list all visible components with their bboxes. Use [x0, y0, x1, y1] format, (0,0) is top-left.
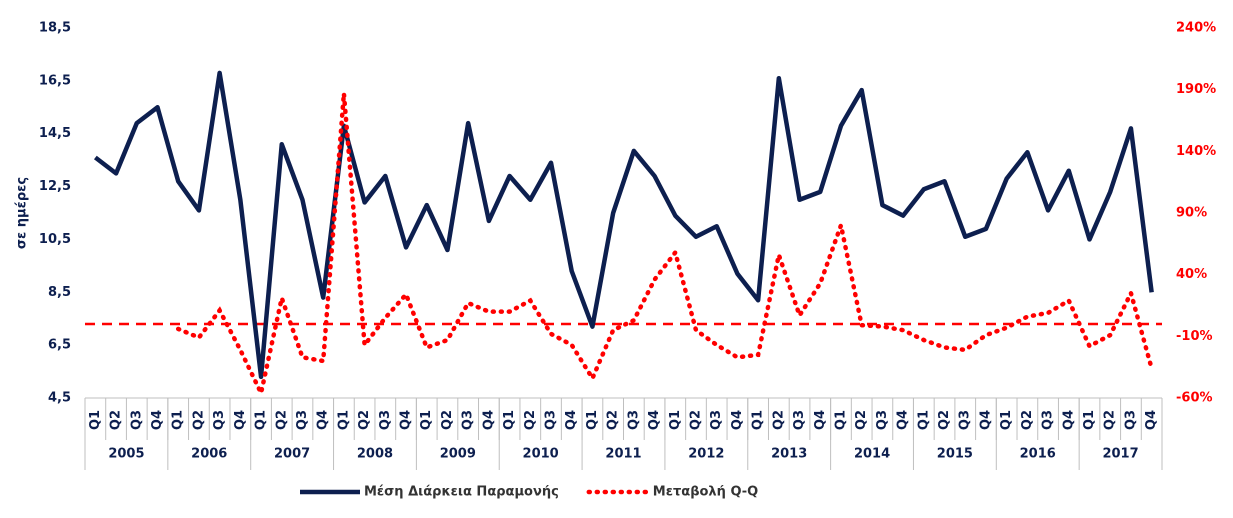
x-tick-label: Q1	[88, 410, 103, 430]
x-tick-label: Q2	[688, 410, 703, 430]
y2-tick-label: -60%	[1176, 391, 1213, 406]
x-tick-label: Q1	[916, 410, 931, 430]
y2-tick-label: 240%	[1176, 21, 1216, 36]
x-tick-label: Q1	[999, 410, 1014, 430]
year-label: 2012	[688, 447, 724, 462]
x-tick-label: Q3	[1123, 410, 1138, 430]
y2-tick-label: -10%	[1176, 329, 1213, 344]
x-tick-label: Q1	[585, 410, 600, 430]
x-tick-label: Q3	[626, 410, 641, 430]
x-tick-label: Q4	[150, 410, 165, 430]
x-tick-label: Q4	[896, 410, 911, 430]
x-tick-label: Q4	[813, 410, 828, 430]
y2-tick-label: 190%	[1176, 82, 1216, 97]
x-tick-label: Q3	[1041, 410, 1056, 430]
x-tick-label: Q2	[109, 410, 124, 430]
x-tick-label: Q2	[937, 410, 952, 430]
y2-tick-label: 90%	[1176, 206, 1207, 221]
x-tick-label: Q3	[129, 410, 144, 430]
x-tick-label: Q4	[730, 410, 745, 430]
y-tick-label: 6,5	[48, 338, 71, 353]
y-tick-label: 18,5	[39, 21, 71, 36]
x-tick-label: Q4	[233, 410, 248, 430]
year-label: 2017	[1102, 447, 1138, 462]
x-tick-label: Q4	[647, 410, 662, 430]
x-tick-label: Q3	[295, 410, 310, 430]
year-label: 2015	[937, 447, 973, 462]
series-line	[175, 93, 1154, 400]
y-tick-label: 10,5	[39, 232, 71, 247]
x-tick-label: Q1	[833, 410, 848, 430]
x-tick-label: Q3	[958, 410, 973, 430]
x-tick-label: Q4	[564, 410, 579, 430]
y-tick-label: 12,5	[39, 179, 71, 194]
x-tick-label: Q1	[751, 410, 766, 430]
year-label: 2005	[108, 447, 144, 462]
year-label: 2010	[523, 447, 559, 462]
x-tick-label: Q2	[440, 410, 455, 430]
x-tick-label: Q2	[357, 410, 372, 430]
x-tick-label: Q4	[1061, 410, 1076, 430]
x-tick-label: Q3	[544, 410, 559, 430]
x-tick-label: Q3	[709, 410, 724, 430]
year-label: 2014	[854, 447, 890, 462]
x-tick-label: Q1	[336, 410, 351, 430]
year-label: 2011	[605, 447, 641, 462]
x-tick-label: Q2	[1020, 410, 1035, 430]
year-label: 2009	[440, 447, 476, 462]
legend-label: Μέση Διάρκεια Παραμονής	[364, 485, 559, 500]
x-tick-label: Q1	[668, 410, 683, 430]
y-tick-label: 14,5	[39, 126, 71, 141]
x-tick-label: Q1	[171, 410, 186, 430]
y-tick-label: 16,5	[39, 73, 71, 88]
y-tick-label: 4,5	[48, 391, 71, 406]
x-tick-label: Q3	[792, 410, 807, 430]
y2-tick-label: 140%	[1176, 144, 1216, 159]
x-tick-label: Q2	[274, 410, 289, 430]
x-tick-label: Q3	[875, 410, 890, 430]
x-tick-label: Q1	[502, 410, 517, 430]
x-tick-label: Q1	[419, 410, 434, 430]
year-label: 2013	[771, 447, 807, 462]
x-tick-label: Q2	[1103, 410, 1118, 430]
x-tick-label: Q3	[378, 410, 393, 430]
series-line	[93, 70, 1154, 380]
year-label: 2006	[191, 447, 227, 462]
x-tick-label: Q3	[212, 410, 227, 430]
x-tick-label: Q2	[523, 410, 538, 430]
x-tick-label: Q4	[399, 410, 414, 430]
x-tick-label: Q4	[316, 410, 331, 430]
y2-tick-label: 40%	[1176, 267, 1207, 282]
x-tick-label: Q4	[1144, 410, 1159, 430]
x-tick-label: Q2	[606, 410, 621, 430]
year-label: 2007	[274, 447, 310, 462]
year-label: 2016	[1020, 447, 1056, 462]
year-label: 2008	[357, 447, 393, 462]
x-tick-label: Q4	[978, 410, 993, 430]
x-tick-label: Q3	[461, 410, 476, 430]
x-tick-label: Q1	[1082, 410, 1097, 430]
legend-label: Μεταβολή Q-Q	[653, 485, 758, 500]
x-tick-label: Q2	[854, 410, 869, 430]
y-axis-label: σε ημέρες	[15, 177, 30, 249]
x-tick-label: Q2	[191, 410, 206, 430]
x-tick-label: Q4	[481, 410, 496, 430]
x-tick-label: Q1	[254, 410, 269, 430]
x-tick-label: Q2	[771, 410, 786, 430]
y-tick-label: 8,5	[48, 285, 71, 300]
